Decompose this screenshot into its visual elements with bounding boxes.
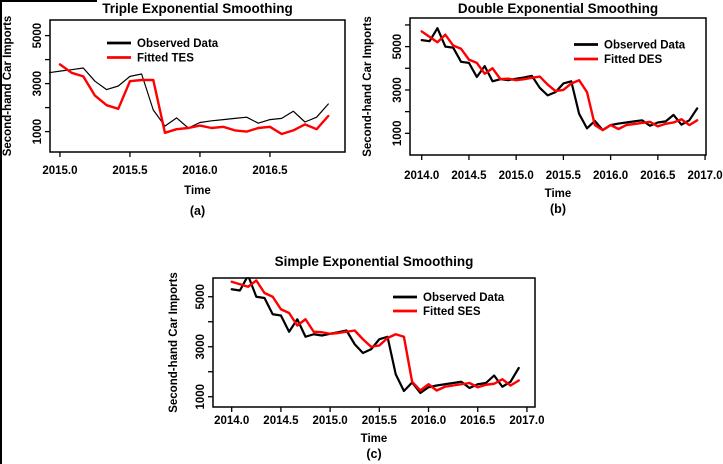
x-axis-tick-label: 2014.5 xyxy=(451,170,487,182)
chart-title: Simple Exponential Smoothing xyxy=(275,254,474,269)
crop-border-left xyxy=(0,0,2,464)
chart-title: Triple Exponential Smoothing xyxy=(102,1,293,16)
legend-label: Fitted SES xyxy=(423,306,481,318)
plot-box xyxy=(212,277,536,408)
y-axis-tick-label: 1000 xyxy=(32,119,44,145)
crop-border-top xyxy=(0,0,97,2)
observed-data-line xyxy=(420,27,699,132)
chart-svg-b: 2014.0 2014.5 2015.0 2015.5 2016.0 2016.5 2017… xyxy=(362,1,723,216)
y-axis-tick-label: 1000 xyxy=(195,384,207,410)
legend-label: Observed Data xyxy=(137,38,219,50)
x-axis-tick-label: 2017.0 xyxy=(509,415,544,427)
x-axis-tick-label: 2016.0 xyxy=(593,170,628,182)
x-axis-tick-label: 2016.5 xyxy=(252,165,288,177)
x-axis-tick-label: 2014.0 xyxy=(214,415,249,427)
x-axis-tick-label: 2015.0 xyxy=(313,415,348,427)
chart-double-exponential-smoothing: 2014.0 2014.5 2015.0 2015.5 2016.0 2016.5 2017… xyxy=(360,0,723,237)
y-axis-tick-label: 3000 xyxy=(195,334,207,360)
x-axis-tick-label: 2016.5 xyxy=(640,170,676,182)
fitted-line xyxy=(58,63,330,136)
y-axis-tick-label: 5000 xyxy=(32,23,44,49)
y-axis-label: Second-hand Car Imports xyxy=(362,16,374,157)
x-axis-label: Time xyxy=(361,433,388,445)
x-axis-tick-label: 2015.0 xyxy=(499,170,534,182)
x-axis-tick-label: 2015.5 xyxy=(112,165,148,177)
x-axis-tick-label: 2015.0 xyxy=(42,165,77,177)
x-axis-tick-label: 2015.5 xyxy=(362,415,398,427)
x-axis-tick-label: 2016.5 xyxy=(460,415,496,427)
chart-title: Double Exponential Smoothing xyxy=(458,1,658,16)
legend-label: Observed Data xyxy=(604,40,686,52)
x-axis-tick-label: 2014.5 xyxy=(263,415,299,427)
legend-label: Observed Data xyxy=(423,292,505,304)
y-axis-label: Second-hand Car Imports xyxy=(2,16,14,157)
x-axis-label: Time xyxy=(184,185,211,197)
y-axis-tick-label: 5000 xyxy=(392,34,404,60)
y-axis-label: Second-hand Car Imports xyxy=(168,272,180,413)
y-axis-tick-label: 3000 xyxy=(32,71,44,97)
chart-simple-exponential-smoothing: 2014.0 2014.5 2015.0 2015.5 2016.0 2016.5 2017… xyxy=(150,240,580,464)
plot-box xyxy=(49,19,346,153)
legend-label: Fitted DES xyxy=(604,54,662,66)
x-axis-tick-label: 2017.0 xyxy=(687,170,722,182)
x-axis-tick-label: 2016.0 xyxy=(182,165,217,177)
plot-box xyxy=(409,17,707,156)
chart-triple-exponential-smoothing: 2015.0 2015.5 2016.0 2016.5 1000 3000 5000 Trip… xyxy=(0,0,360,237)
observed-data-line xyxy=(49,67,329,129)
legend-label: Fitted TES xyxy=(137,53,194,65)
fitted-line xyxy=(420,30,699,132)
fitted-line xyxy=(230,279,520,392)
subplot-caption: (b) xyxy=(550,202,566,216)
observed-data-line xyxy=(230,277,520,395)
x-axis-label: Time xyxy=(545,188,572,200)
y-axis-tick-label: 3000 xyxy=(392,77,404,103)
y-axis-tick-label: 5000 xyxy=(195,284,207,310)
chart-svg-a: 2015.0 2015.5 2016.0 2016.5 1000 3000 5000 Trip… xyxy=(2,1,346,218)
subplot-caption: (a) xyxy=(190,204,205,218)
y-axis-tick-label: 1000 xyxy=(392,121,404,147)
chart-svg-c: 2014.0 2014.5 2015.0 2015.5 2016.0 2016.5 2017… xyxy=(168,254,545,461)
subplot-caption: (c) xyxy=(366,447,381,461)
x-axis-tick-label: 2014.0 xyxy=(404,170,439,182)
x-axis-tick-label: 2015.5 xyxy=(546,170,582,182)
x-axis-tick-label: 2016.0 xyxy=(411,415,446,427)
